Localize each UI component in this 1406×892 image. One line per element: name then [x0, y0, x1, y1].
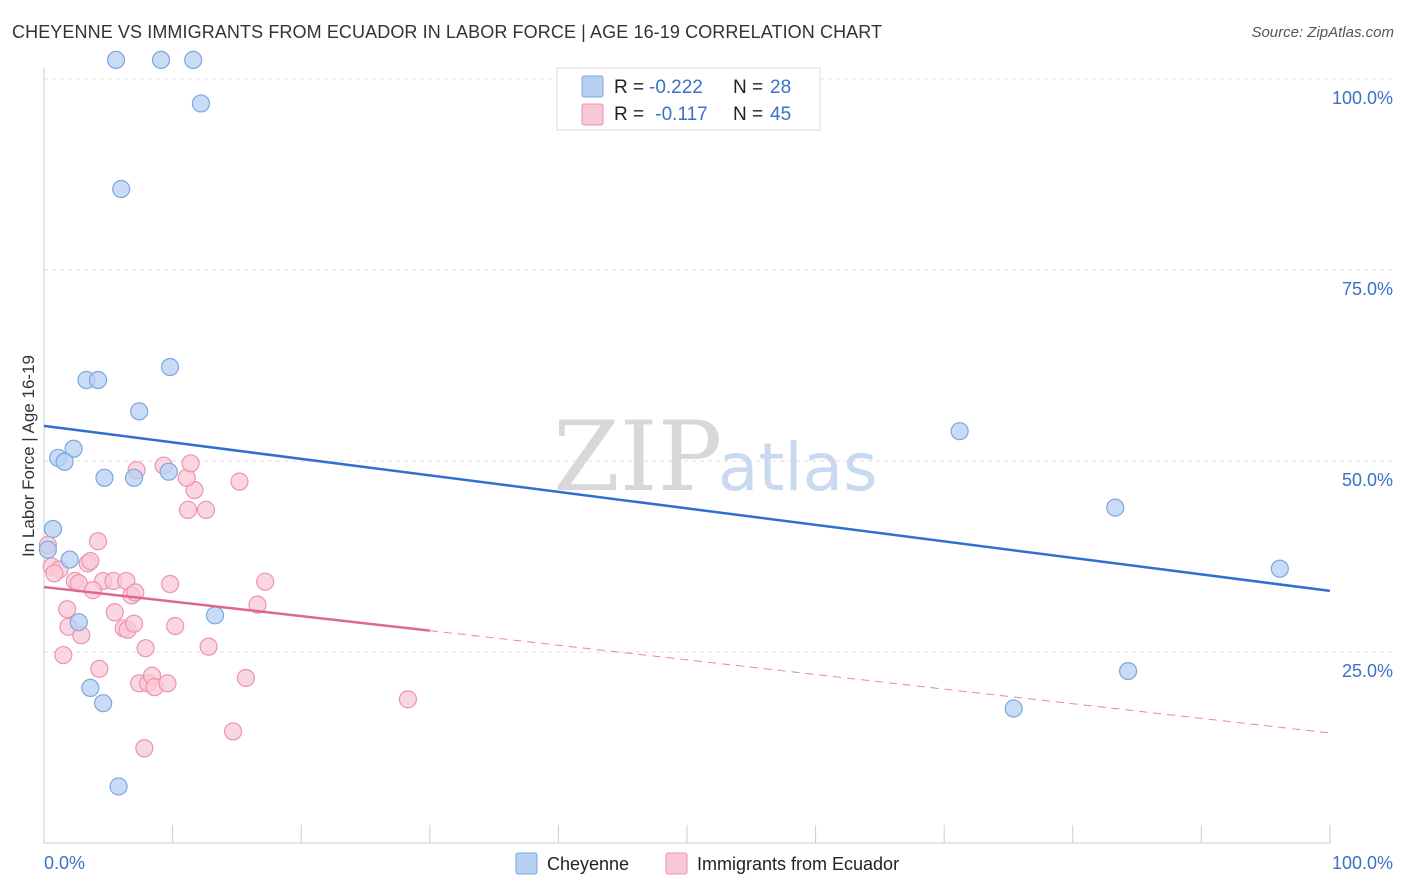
trend-lines	[43, 424, 1331, 734]
cheyenne-point-0	[106, 50, 126, 70]
cheyenne-point-19	[205, 606, 225, 625]
series-legend-label-cheyenne: Cheyenne	[547, 854, 629, 874]
ecuador-point-22	[124, 614, 144, 633]
legend-r-value-cheyenne: -0.222	[649, 77, 703, 98]
ecuador-point-44	[223, 722, 243, 741]
x-tick-label-max: 100.0%	[1332, 853, 1393, 873]
cheyenne-point-23	[950, 422, 969, 441]
source-credit: Source: ZipAtlas.com	[1251, 24, 1394, 41]
cheyenne-point-25	[1118, 661, 1138, 681]
legend-n-label-ecuador: N =	[733, 104, 763, 125]
ecuador-point-19	[105, 603, 124, 622]
ecuador-points	[38, 454, 418, 758]
y-tick-label-75: 75.0%	[1342, 279, 1393, 299]
correlation-legend: R = -0.222 N = 28 R = -0.117 N = 45	[556, 67, 821, 131]
cheyenne-point-14	[159, 462, 178, 481]
ecuador-point-45	[135, 739, 154, 758]
legend-swatch-cheyenne	[581, 75, 604, 98]
legend-n-label-cheyenne: N =	[733, 77, 763, 98]
ecuador-point-34	[230, 472, 249, 491]
series-legend-swatch-ecuador	[665, 852, 688, 875]
x-tick-label-min: 0.0%	[44, 853, 85, 873]
chart-title: CHEYENNE VS IMMIGRANTS FROM ECUADOR IN L…	[12, 22, 883, 42]
ecuador-point-31	[136, 639, 155, 658]
ecuador-trend-line-extended	[429, 630, 1331, 734]
series-legend: Cheyenne Immigrants from Ecuador	[515, 852, 899, 875]
cheyenne-point-8	[130, 402, 149, 421]
ecuador-point-7	[81, 551, 100, 571]
x-ticks	[43, 825, 1331, 843]
cheyenne-points	[38, 50, 1289, 796]
ecuador-point-40	[178, 500, 198, 519]
ecuador-point-37	[181, 454, 200, 473]
cheyenne-point-5	[160, 357, 180, 377]
ecuador-point-32	[199, 637, 218, 656]
ecuador-point-41	[196, 500, 216, 519]
ecuador-point-15	[160, 574, 180, 594]
y-tick-labels: 25.0% 50.0% 75.0% 100.0%	[1332, 88, 1393, 681]
ecuador-point-10	[83, 581, 102, 600]
cheyenne-point-1	[151, 50, 171, 70]
cheyenne-point-15	[43, 519, 63, 539]
legend-swatch-ecuador	[581, 103, 604, 126]
cheyenne-point-21	[94, 694, 113, 713]
cheyenne-point-12	[95, 468, 114, 487]
y-tick-label-100: 100.0%	[1332, 88, 1393, 108]
ecuador-point-8	[88, 532, 108, 551]
ecuador-point-42	[256, 572, 275, 591]
cheyenne-point-16	[38, 540, 57, 559]
cheyenne-point-13	[124, 468, 144, 487]
cheyenne-point-9	[64, 439, 83, 458]
legend-n-value-ecuador: 45	[770, 104, 791, 125]
watermark-atlas: atlas	[718, 429, 878, 506]
ecuador-point-3	[45, 564, 64, 583]
ecuador-point-30	[158, 674, 177, 693]
legend-r-label-ecuador: R =	[614, 104, 644, 125]
cheyenne-point-11	[55, 452, 74, 471]
watermark-zip: ZIP	[553, 401, 722, 513]
cheyenne-point-7	[88, 370, 108, 390]
cheyenne-point-2	[184, 50, 203, 70]
cheyenne-point-4	[112, 179, 131, 199]
cheyenne-point-26	[1004, 699, 1023, 718]
y-tick-label-25: 25.0%	[1342, 661, 1393, 681]
y-axis-label: In Labor Force | Age 16-19	[19, 355, 38, 557]
series-legend-swatch-cheyenne	[515, 852, 538, 875]
cheyenne-point-27	[1270, 559, 1289, 578]
y-tick-label-50: 50.0%	[1342, 470, 1393, 490]
ecuador-point-43	[248, 595, 267, 614]
legend-r-label-cheyenne: R =	[614, 77, 644, 98]
ecuador-point-33	[236, 668, 256, 688]
watermark: ZIP atlas	[553, 401, 878, 513]
cheyenne-point-3	[191, 94, 210, 113]
ecuador-point-46	[398, 690, 418, 709]
cheyenne-point-24	[1106, 498, 1125, 517]
cheyenne-point-22	[109, 777, 128, 796]
cheyenne-point-20	[81, 678, 100, 698]
gridlines	[44, 78, 1393, 653]
ecuador-point-23	[166, 616, 185, 636]
ecuador-point-25	[90, 659, 109, 678]
ecuador-trend-line	[43, 585, 430, 632]
series-legend-label-ecuador: Immigrants from Ecuador	[697, 854, 899, 874]
cheyenne-point-17	[60, 550, 79, 569]
ecuador-point-16	[58, 600, 77, 619]
ecuador-point-24	[54, 645, 73, 665]
legend-n-value-cheyenne: 28	[770, 77, 791, 98]
cheyenne-point-18	[69, 613, 88, 632]
legend-r-value-ecuador: -0.117	[650, 104, 708, 125]
cheyenne-trend-line	[43, 424, 1331, 593]
